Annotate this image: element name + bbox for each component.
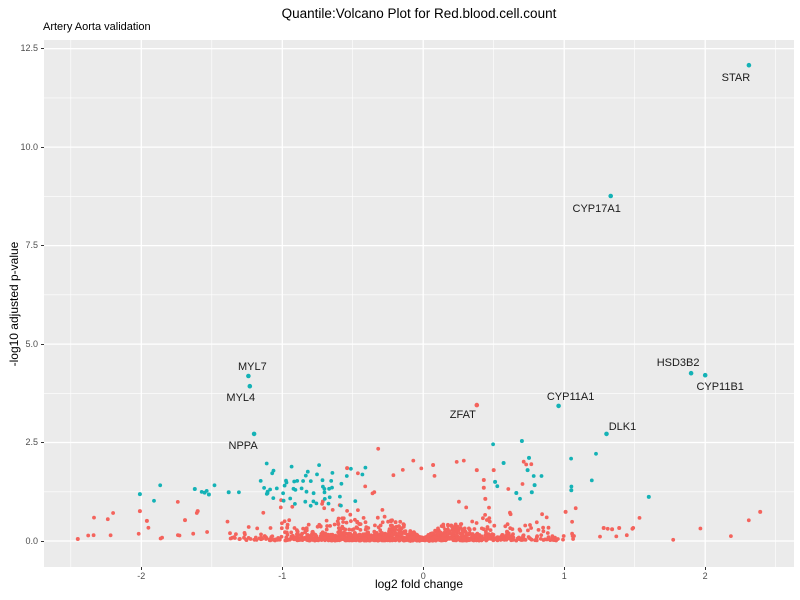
- gene-label-ZFAT: ZFAT: [450, 409, 476, 421]
- y-tick-mark: [41, 442, 44, 444]
- gene-label-CYP11B1: CYP11B1: [696, 381, 744, 393]
- x-tick-mark: [704, 567, 706, 570]
- gene-point-MYL4: [247, 383, 253, 389]
- gene-label-STAR: STAR: [722, 72, 751, 84]
- chart-subtitle: Artery Aorta validation: [43, 21, 151, 33]
- y-tick-label: 10.0: [20, 141, 38, 152]
- gene-point-CYP11B1: [702, 372, 708, 378]
- gene-label-MYL4: MYL4: [226, 392, 255, 404]
- y-tick-mark: [41, 245, 44, 247]
- x-tick-mark: [563, 567, 565, 570]
- y-tick-label: 0.0: [25, 535, 38, 546]
- gene-point-DLK1: [604, 431, 609, 437]
- x-tick-label: -1: [278, 571, 287, 581]
- gene-label-CYP17A1: CYP17A1: [573, 203, 621, 215]
- y-tick-mark: [41, 343, 44, 345]
- gene-point-CYP11A1: [556, 403, 561, 409]
- x-axis-title: log2 fold change: [374, 577, 464, 591]
- y-tick-mark: [41, 540, 44, 542]
- plot-panel: STAR CYP17A1 MYL7 MYL4 NPPA ZFAT CYP11A1 DLK1 HS…: [44, 40, 794, 567]
- y-axis-title: -log10 adjusted p-value: [7, 241, 21, 367]
- x-tick-label: 2: [702, 571, 708, 581]
- plot-canvas: STAR CYP17A1 MYL7 MYL4 NPPA ZFAT CYP11A1 DLK1 HS…: [44, 40, 794, 567]
- y-tick-label: 2.5: [25, 437, 38, 448]
- gene-point-MYL7: [246, 373, 251, 379]
- gene-point-HSD3B2: [688, 370, 694, 376]
- gene-point-CYP17A1: [608, 193, 613, 199]
- gene-label-NPPA: NPPA: [229, 440, 259, 452]
- x-tick-mark: [422, 567, 424, 570]
- y-tick-label: 12.5: [20, 43, 38, 54]
- gene-label-DLK1: DLK1: [609, 421, 637, 433]
- y-tick-label: 5.0: [25, 338, 38, 349]
- chart-title: Quantile:Volcano Plot for Red.blood.cell…: [281, 6, 557, 21]
- cloud-points: [86, 442, 751, 543]
- gene-point-ZFAT: [474, 402, 480, 408]
- gene-point-NPPA: [251, 431, 257, 437]
- x-tick-mark: [281, 567, 283, 570]
- y-tick-mark: [41, 146, 44, 148]
- x-tick-label: -2: [137, 571, 146, 581]
- x-tick-label: 1: [561, 571, 567, 581]
- x-tick-label: 0: [420, 571, 426, 581]
- y-tick-label: 7.5: [25, 240, 38, 251]
- gene-point-STAR: [746, 62, 752, 68]
- gene-label-MYL7: MYL7: [238, 361, 267, 373]
- gene-label-CYP11A1: CYP11A1: [547, 391, 595, 403]
- x-tick-mark: [140, 567, 142, 570]
- scatter-points: [75, 439, 763, 541]
- gene-label-HSD3B2: HSD3B2: [657, 357, 700, 369]
- y-tick-mark: [41, 48, 44, 50]
